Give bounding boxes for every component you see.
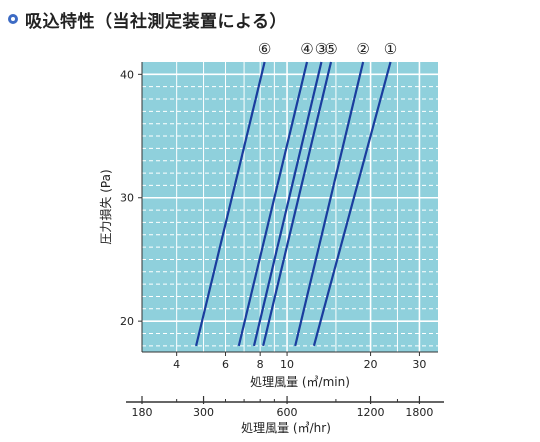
y-tick-label: 40 [120, 68, 134, 81]
x-tick-label: 10 [280, 358, 294, 371]
x2-axis-label: 処理風量 (㎥/hr) [241, 421, 331, 435]
series-label: ⑤ [324, 40, 337, 58]
section-title: 吸込特性（当社測定装置による） [25, 11, 287, 32]
series-label: ④ [300, 40, 313, 58]
x2-tick-label: 1200 [357, 406, 385, 419]
x2-tick-label: 600 [277, 406, 298, 419]
x-tick-label: 4 [173, 358, 180, 371]
x-axis-label: 処理風量 (㎥/min) [250, 375, 350, 389]
x-tick-label: 8 [257, 358, 264, 371]
x-tick-label: 6 [222, 358, 229, 371]
axes: 20 30 40 4 6 8 10 20 30 180 300 600 1200 1800 [120, 62, 444, 419]
x-tick-label: 30 [412, 358, 426, 371]
series-line-4 [262, 61, 333, 347]
bullet-icon [8, 14, 18, 24]
grid-lines [141, 62, 438, 352]
series-label: ③ [315, 40, 328, 58]
series-label: ⑥ [258, 40, 271, 58]
series-line-6 [312, 61, 392, 347]
section-header: 吸込特性（当社測定装置による） [8, 6, 287, 32]
series-line-1 [195, 61, 266, 347]
x2-tick-label: 1800 [405, 406, 433, 419]
series-line-3 [252, 61, 323, 347]
series-label: ② [356, 40, 369, 58]
x2-tick-label: 180 [132, 406, 153, 419]
x-tick-label: 20 [364, 358, 378, 371]
plot-background [142, 62, 438, 352]
y-tick-label: 20 [120, 315, 134, 328]
y-tick-label: 30 [120, 192, 134, 205]
series-lines: ⑥ ④ ③⑤ ② ① [195, 40, 397, 347]
x2-tick-label: 300 [193, 406, 214, 419]
series-line-2 [237, 61, 309, 347]
series-label: ① [384, 40, 397, 58]
y-axis-label: 圧力損失 (Pa) [98, 169, 113, 244]
series-line-5 [294, 61, 365, 347]
axis-labels: 圧力損失 (Pa) 処理風量 (㎥/min) 処理風量 (㎥/hr) [98, 169, 350, 435]
